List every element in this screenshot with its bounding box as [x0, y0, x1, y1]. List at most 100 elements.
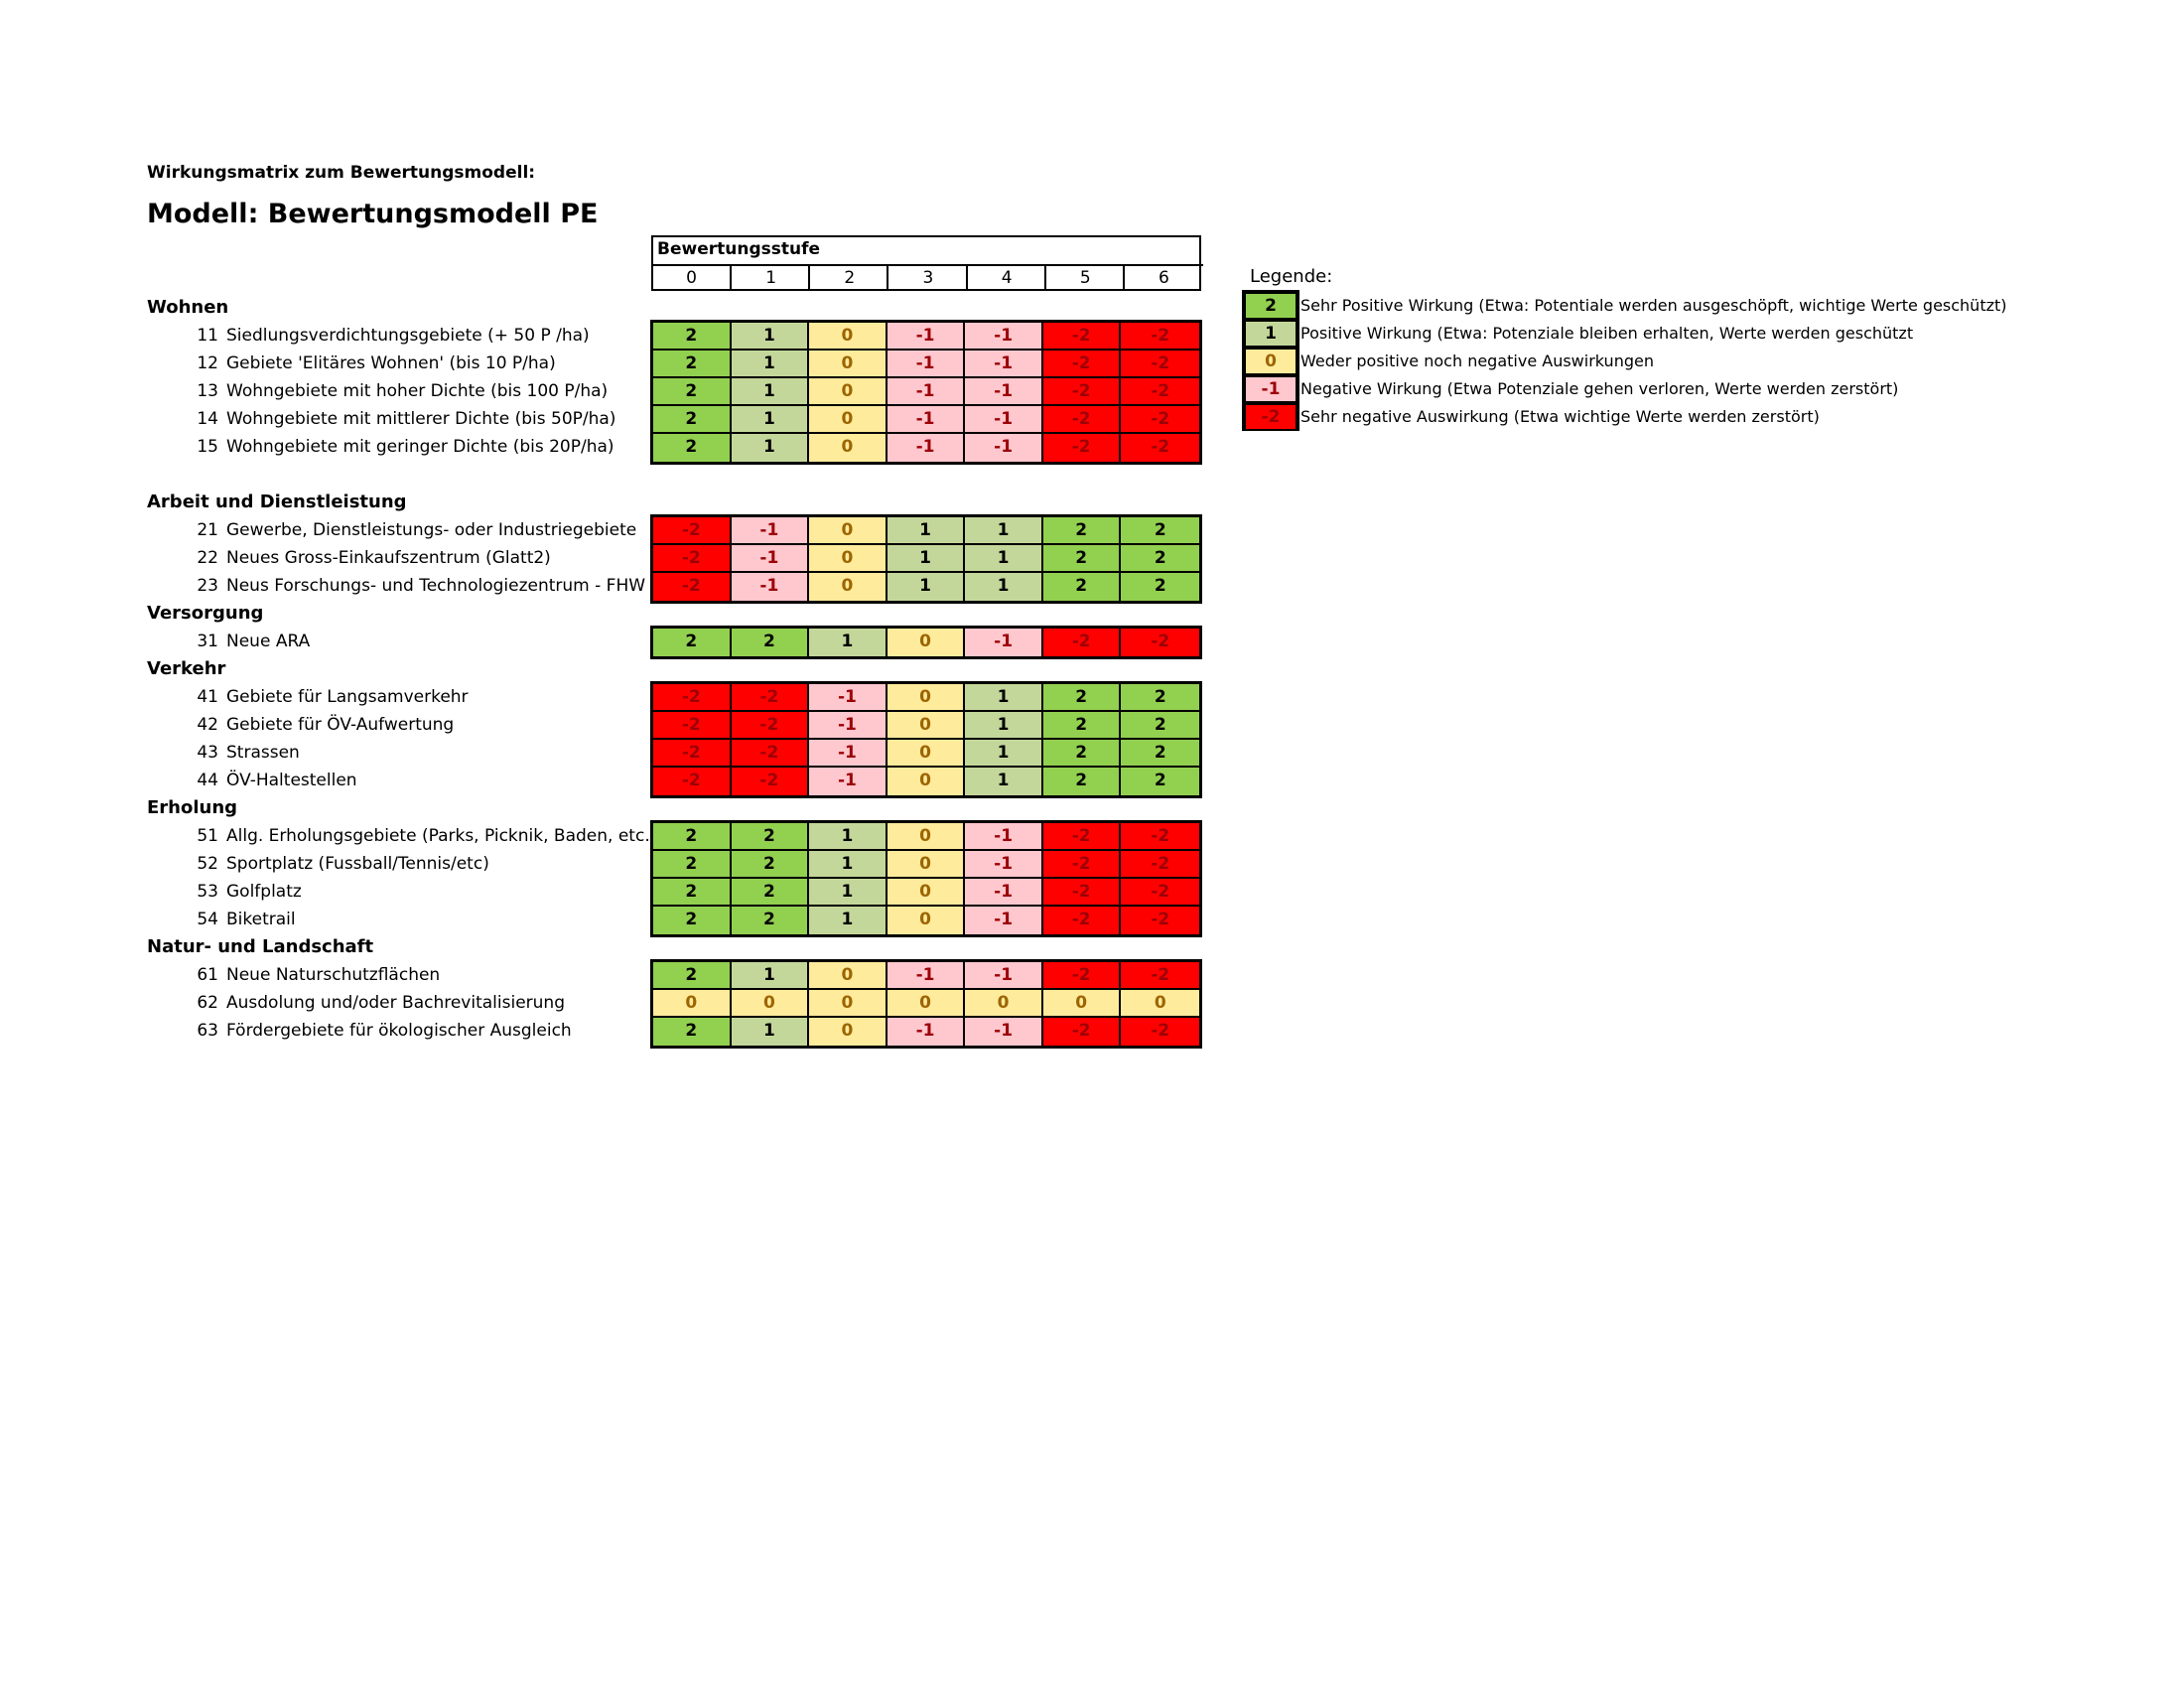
matrix-cell: 0: [809, 962, 887, 990]
row-number: 21: [197, 520, 218, 540]
matrix-row: -2 -2 -1 0 1 2 2: [653, 768, 1200, 795]
matrix-cell: -2: [731, 768, 810, 795]
matrix-cell: 0: [809, 545, 887, 573]
legend-swatch: -2: [1244, 403, 1297, 431]
matrix-cell: 0: [887, 684, 966, 712]
matrix-row: 2 2 1 0 -1 -2 -2: [653, 629, 1200, 656]
row-number: 44: [197, 771, 218, 790]
matrix-row: -2 -2 -1 0 1 2 2: [653, 684, 1200, 712]
row-label: 12 Gebiete 'Elitäres Wohnen' (bis 10 P/ha…: [195, 350, 556, 377]
matrix-cell: 2: [1121, 517, 1200, 545]
matrix-cell: -2: [1121, 879, 1200, 907]
legend-text: Sehr Positive Wirkung (Etwa: Potentiale …: [1300, 296, 2007, 315]
matrix-cell: 1: [731, 962, 810, 990]
matrix-cell: 1: [731, 1018, 810, 1046]
row-number: 13: [197, 381, 218, 401]
legend-title: Legende:: [1250, 266, 1333, 287]
matrix-cell: 0: [809, 351, 887, 378]
matrix-cell: 2: [653, 851, 732, 879]
matrix-cell: -1: [965, 1018, 1043, 1046]
row-label: 51 Allg. Erholungsgebiete (Parks, Picknik…: [195, 822, 656, 850]
matrix-cell: 2: [1042, 768, 1122, 795]
matrix-cell: -1: [809, 684, 887, 712]
matrix-cell: -1: [887, 1018, 966, 1046]
matrix-cell: 2: [1042, 545, 1122, 573]
matrix-cell: 1: [965, 545, 1043, 573]
row-text: Siedlungsverdichtungsgebiete (+ 50 P /ha…: [226, 326, 590, 346]
matrix-row: -2 -1 0 1 1 2 2: [653, 545, 1200, 573]
row-label: 13 Wohngebiete mit hoher Dichte (bis 100 …: [195, 377, 608, 405]
row-text: Biketrail: [226, 910, 296, 929]
row-text: Neue Naturschutzflächen: [226, 965, 441, 985]
matrix-cell: 0: [809, 434, 887, 462]
matrix-cell: 1: [965, 740, 1043, 768]
row-label: 41 Gebiete für Langsamverkehr: [195, 683, 469, 711]
matrix-cell: -1: [809, 768, 887, 795]
matrix-cell: 2: [653, 378, 732, 406]
matrix-cell: 0: [887, 740, 966, 768]
row-text: Golfplatz: [226, 882, 302, 902]
matrix-cell: -2: [1121, 351, 1200, 378]
matrix-cell: 2: [1042, 740, 1122, 768]
matrix-row: 2 2 1 0 -1 -2 -2: [653, 823, 1200, 851]
matrix-row: 2 1 0 -1 -1 -2 -2: [653, 323, 1200, 351]
matrix-cell: 0: [887, 768, 966, 795]
row-number: 54: [197, 910, 218, 929]
row-label: 15 Wohngebiete mit geringer Dichte (bis 2…: [195, 433, 614, 461]
matrix-cell: -1: [965, 378, 1043, 406]
row-number: 51: [197, 826, 218, 846]
matrix-block: 2 1 0 -1 -1 -2 -2 2 1 0 -1 -1 -2 -2 2 1 0 -1 -1 -2 -2 2 1 0 -1 -1…: [650, 320, 1202, 465]
matrix-cell: -1: [965, 629, 1043, 656]
matrix-cell: -1: [809, 740, 887, 768]
matrix-cell: -2: [1042, 406, 1122, 434]
row-label: 54 Biketrail: [195, 906, 296, 933]
legend-text: Sehr negative Auswirkung (Etwa wichtige …: [1300, 407, 1820, 426]
matrix-cell: -2: [731, 712, 810, 740]
row-number: 62: [197, 993, 218, 1013]
row-text: Gebiete für Langsamverkehr: [226, 687, 469, 707]
matrix-cell: -1: [887, 351, 966, 378]
matrix-cell: 2: [1042, 684, 1122, 712]
matrix-cell: -2: [1121, 434, 1200, 462]
row-text: Gebiete 'Elitäres Wohnen' (bis 10 P/ha): [226, 353, 556, 373]
matrix-cell: -2: [1121, 907, 1200, 934]
matrix-row: 2 2 1 0 -1 -2 -2: [653, 879, 1200, 907]
row-text: Strassen: [226, 743, 300, 763]
row-number: 11: [197, 326, 218, 346]
matrix-cell: -1: [887, 434, 966, 462]
row-number: 15: [197, 437, 218, 457]
matrix-row: -2 -1 0 1 1 2 2: [653, 573, 1200, 601]
matrix-cell: 2: [731, 907, 810, 934]
matrix-cell: -2: [1121, 406, 1200, 434]
category-heading: Versorgung: [147, 603, 264, 624]
matrix-cell: 2: [653, 962, 732, 990]
matrix-cell: 2: [653, 629, 732, 656]
matrix-cell: 2: [653, 879, 732, 907]
matrix-cell: -2: [1042, 1018, 1122, 1046]
matrix-cell: 0: [887, 879, 966, 907]
matrix-cell: 2: [653, 351, 732, 378]
matrix-cell: 1: [887, 573, 966, 601]
header-level-5: 5: [1043, 264, 1125, 291]
matrix-cell: 0: [887, 990, 966, 1018]
row-text: Gewerbe, Dienstleistungs- oder Industrie…: [226, 520, 637, 540]
row-label: 44 ÖV-Haltestellen: [195, 767, 356, 794]
matrix-cell: 2: [653, 907, 732, 934]
matrix-cell: -1: [965, 434, 1043, 462]
row-label: 14 Wohngebiete mit mittlerer Dichte (bis …: [195, 405, 615, 433]
matrix-cell: 1: [965, 684, 1043, 712]
row-number: 63: [197, 1021, 218, 1041]
matrix-cell: 1: [809, 907, 887, 934]
matrix-cell: -2: [1042, 434, 1122, 462]
row-text: Neue ARA: [226, 632, 311, 651]
matrix-row: 2 1 0 -1 -1 -2 -2: [653, 962, 1200, 990]
matrix-cell: 0: [1121, 990, 1200, 1018]
matrix-row: 2 2 1 0 -1 -2 -2: [653, 851, 1200, 879]
header-level-0: 0: [651, 264, 733, 291]
matrix-cell: 0: [809, 378, 887, 406]
matrix-cell: 0: [887, 712, 966, 740]
row-text: Sportplatz (Fussball/Tennis/etc): [226, 854, 489, 874]
matrix-row: -2 -2 -1 0 1 2 2: [653, 740, 1200, 768]
matrix-cell: -1: [965, 962, 1043, 990]
